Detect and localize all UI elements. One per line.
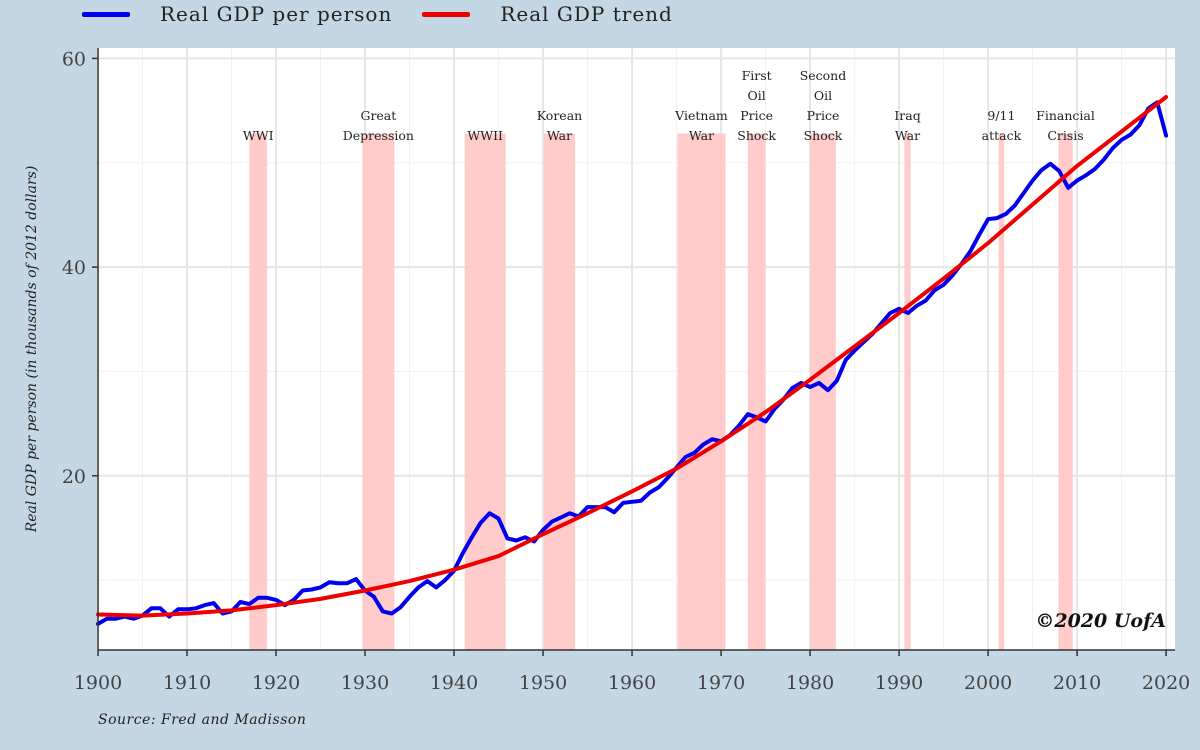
event-label: attack [982, 128, 1022, 143]
event-label: WWI [243, 128, 274, 143]
legend: Real GDP per person Real GDP trend [82, 2, 703, 26]
y-tick-label: 40 [62, 257, 86, 279]
x-tick-label: 1920 [252, 672, 300, 694]
x-tick-label: 1990 [875, 672, 923, 694]
event-label: Crisis [1047, 128, 1083, 143]
series-line-trend [96, 95, 1169, 618]
legend-swatch-trend [422, 11, 471, 17]
event-label: Depression [343, 128, 414, 143]
x-tick-label: 1910 [163, 672, 211, 694]
legend-label-gdp: Real GDP per person [160, 2, 393, 26]
x-tick-label: 1960 [608, 672, 656, 694]
event-band [998, 133, 1005, 650]
event-label: Second [800, 68, 847, 83]
event-band [362, 133, 395, 650]
event-label: War [689, 128, 714, 143]
event-band [249, 133, 268, 650]
event-label: Shock [737, 128, 776, 143]
legend-item-trend: Real GDP trend [422, 2, 673, 26]
event-label: Oil [748, 88, 766, 103]
y-tick-label: 60 [62, 48, 86, 70]
event-label: First [742, 68, 772, 83]
x-tick-label: 1900 [74, 672, 122, 694]
event-label: 9/11 [987, 108, 1015, 123]
event-label: Price [740, 108, 773, 123]
event-band [677, 133, 726, 650]
event-band [810, 133, 836, 650]
event-label: War [547, 128, 572, 143]
event-band [904, 133, 911, 650]
x-tick-label: 2020 [1142, 672, 1190, 694]
source-note: Source: Fred and Madisson [98, 712, 307, 728]
event-band [1058, 133, 1073, 650]
x-tick-label: 2010 [1053, 672, 1101, 694]
x-tick-label: 1950 [519, 672, 567, 694]
x-tick-label: 1930 [341, 672, 389, 694]
event-label: War [895, 128, 920, 143]
y-axis-label: Real GDP per person (in thousands of 201… [24, 166, 40, 534]
event-band [543, 133, 576, 650]
event-label: WWII [467, 128, 503, 143]
event-label: Shock [804, 128, 843, 143]
legend-label-trend: Real GDP trend [500, 2, 673, 26]
event-label: Great [360, 108, 396, 123]
x-tick-label: 2000 [964, 672, 1012, 694]
event-label: Korean [537, 108, 582, 123]
event-label: Price [807, 108, 840, 123]
event-label: Oil [814, 88, 832, 103]
event-band [464, 133, 506, 650]
plot-area [98, 48, 1175, 650]
event-label: Iraq [894, 108, 920, 123]
x-tick-label: 1970 [697, 672, 745, 694]
y-tick-label: 20 [62, 466, 86, 488]
x-tick-label: 1940 [430, 672, 478, 694]
legend-swatch-gdp [82, 11, 130, 17]
event-band [747, 133, 766, 650]
event-label: Vietnam [674, 108, 728, 123]
legend-item-gdp: Real GDP per person [82, 2, 392, 26]
x-tick-label: 1980 [786, 672, 834, 694]
series-line-gdp [96, 100, 1169, 626]
copyright-mark: ©2020 UofA [1035, 610, 1166, 632]
event-label: Financial [1036, 108, 1095, 123]
